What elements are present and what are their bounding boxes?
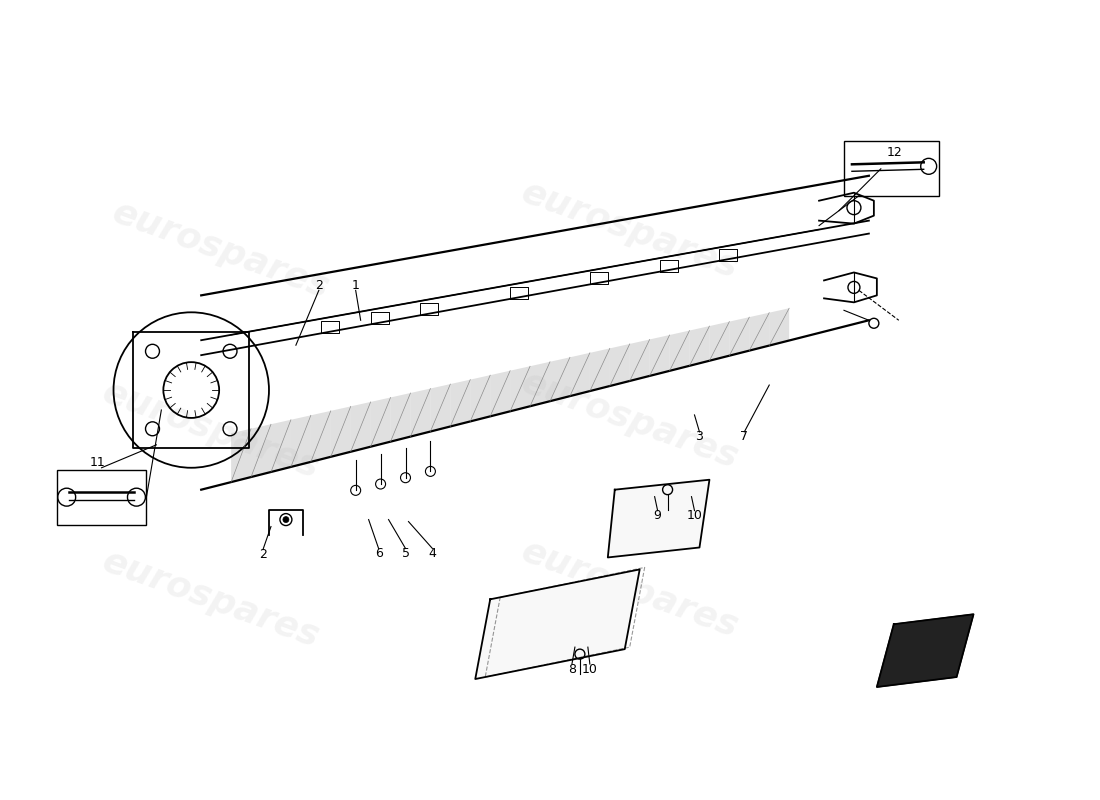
Text: 8: 8	[568, 662, 576, 675]
Text: eurospares: eurospares	[98, 544, 324, 654]
Polygon shape	[670, 330, 690, 371]
Text: 3: 3	[695, 430, 703, 443]
Bar	[844, 141, 938, 196]
Polygon shape	[609, 344, 629, 386]
Text: 10: 10	[686, 509, 703, 522]
Text: 9: 9	[653, 509, 661, 522]
Polygon shape	[430, 384, 450, 431]
Polygon shape	[231, 429, 251, 482]
Text: 1: 1	[352, 279, 360, 292]
Polygon shape	[590, 348, 609, 391]
Polygon shape	[608, 480, 710, 558]
Polygon shape	[390, 393, 410, 442]
Text: 12: 12	[887, 146, 903, 159]
Polygon shape	[550, 358, 570, 401]
Polygon shape	[491, 370, 510, 416]
Polygon shape	[650, 335, 670, 376]
Polygon shape	[690, 326, 710, 366]
Text: 10: 10	[582, 662, 597, 675]
Polygon shape	[877, 614, 974, 687]
Text: eurospares: eurospares	[98, 375, 324, 485]
Text: 2: 2	[315, 279, 322, 292]
Polygon shape	[311, 411, 331, 462]
Polygon shape	[471, 375, 491, 422]
Text: 6: 6	[375, 547, 383, 560]
Polygon shape	[450, 380, 471, 426]
Polygon shape	[530, 362, 550, 406]
Polygon shape	[371, 398, 390, 446]
Text: 11: 11	[90, 456, 106, 470]
Polygon shape	[729, 317, 749, 356]
Polygon shape	[410, 389, 430, 437]
Polygon shape	[271, 420, 290, 472]
Bar	[57, 470, 146, 525]
Text: 2: 2	[260, 548, 267, 561]
Circle shape	[283, 517, 289, 522]
Polygon shape	[351, 402, 371, 452]
Text: eurospares: eurospares	[517, 534, 743, 645]
Text: 5: 5	[402, 547, 409, 560]
Polygon shape	[251, 424, 271, 477]
Text: eurospares: eurospares	[108, 195, 334, 306]
Polygon shape	[769, 308, 789, 346]
Text: 7: 7	[740, 430, 748, 443]
Polygon shape	[290, 415, 311, 467]
Polygon shape	[570, 353, 590, 396]
Polygon shape	[749, 313, 769, 350]
Polygon shape	[510, 366, 530, 411]
Polygon shape	[710, 322, 729, 361]
Polygon shape	[475, 570, 640, 679]
Text: 4: 4	[429, 547, 437, 560]
Text: eurospares: eurospares	[517, 365, 743, 475]
Text: eurospares: eurospares	[517, 175, 743, 286]
Polygon shape	[331, 406, 351, 457]
Polygon shape	[629, 339, 650, 381]
